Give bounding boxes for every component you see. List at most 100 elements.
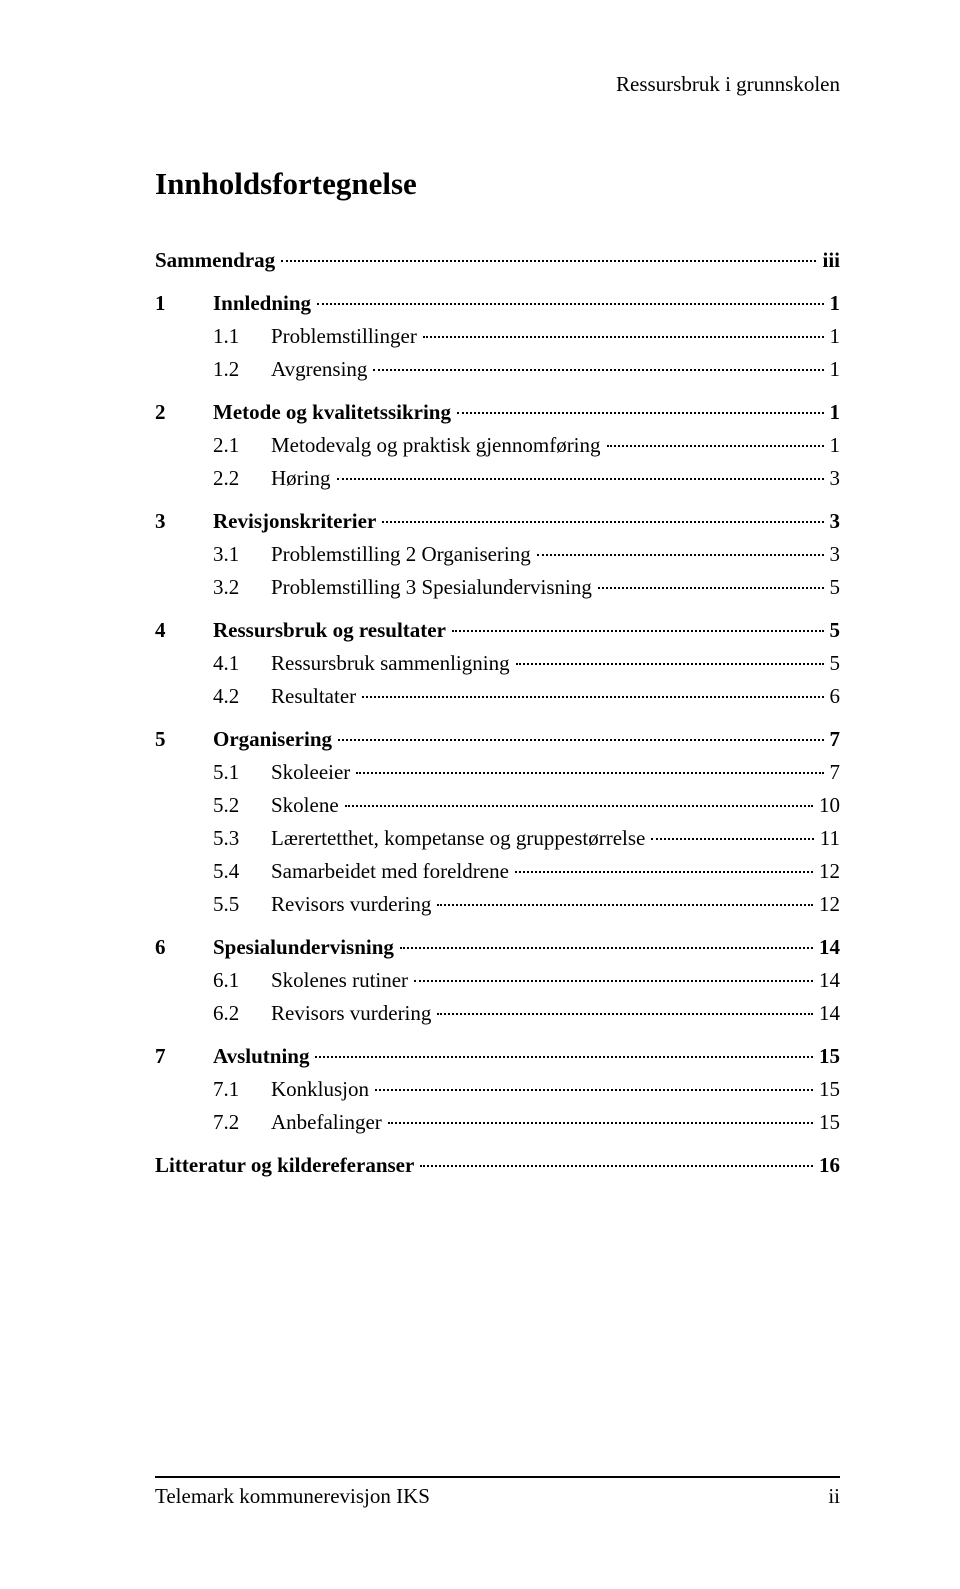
toc-subentry: 1.1Problemstillinger1 (155, 324, 840, 349)
toc-subentry-label: Ressursbruk sammenligning (271, 651, 514, 676)
toc-subentry-label: Revisors vurdering (271, 892, 435, 917)
toc-subentry-number: 5.2 (213, 793, 271, 818)
toc-leader (382, 521, 823, 523)
toc-subentry: 3.1Problemstilling 2 Organisering3 (155, 542, 840, 567)
toc-leader (375, 1089, 813, 1091)
toc-leader (414, 980, 813, 982)
toc-subentry-number: 1.1 (213, 324, 271, 349)
toc-leader (356, 772, 823, 774)
toc-entry-number: 5 (155, 727, 213, 752)
toc-subentry-page: 1 (826, 433, 841, 458)
toc-subentry-page: 11 (816, 826, 840, 851)
footer-rule (155, 1476, 840, 1478)
toc-leader (607, 445, 824, 447)
toc-group: 7Avslutning15 7.1Konklusjon 15 7.2Anbefalin… (155, 1044, 840, 1135)
toc-subentry-page: 1 (826, 357, 841, 382)
page-title: Innholdsfortegnelse (155, 166, 840, 202)
toc-subentry-page: 6 (826, 684, 841, 709)
toc-leader (362, 696, 823, 698)
toc-leader (373, 369, 823, 371)
toc-entry: 7Avslutning15 (155, 1044, 840, 1069)
toc-entry-label: Metode og kvalitetssikring (213, 400, 455, 425)
toc-group: Litteratur og kildereferanser16 (155, 1153, 840, 1178)
toc-subentry-number: 5.5 (213, 892, 271, 917)
toc-group: Sammendrag iii (155, 248, 840, 273)
toc-entry-page: 15 (815, 1044, 840, 1069)
toc-subentry-label: Skoleeier (271, 760, 354, 785)
toc-entry-number: 1 (155, 291, 213, 316)
toc-entry-label: Ressursbruk og resultater (213, 618, 450, 643)
toc-subentry-label: Samarbeidet med foreldrene (271, 859, 513, 884)
toc-leader (388, 1122, 813, 1124)
toc-entry: 1Innledning1 (155, 291, 840, 316)
toc-entry-page: 7 (826, 727, 841, 752)
toc-subentry-number: 4.2 (213, 684, 271, 709)
toc-entry-number: 3 (155, 509, 213, 534)
toc-subentry-page: 3 (826, 466, 841, 491)
toc-subentry-label: Problemstilling 3 Spesialundervisning (271, 575, 596, 600)
toc-group: 2Metode og kvalitetssikring1 2.1Metodeval… (155, 400, 840, 491)
toc-entry: 4Ressursbruk og resultater5 (155, 618, 840, 643)
toc-subentry-page: 15 (815, 1077, 840, 1102)
toc-subentry-page: 5 (826, 575, 841, 600)
toc-entry-label: Innledning (213, 291, 315, 316)
toc-leader (315, 1056, 813, 1058)
toc-subentry: 4.2Resultater6 (155, 684, 840, 709)
toc-leader (598, 587, 824, 589)
toc-group: 6Spesialundervisning146.1Skolenes rutine… (155, 935, 840, 1026)
toc-group: 5Organisering75.1Skoleeier75.2Skolene105… (155, 727, 840, 917)
footer-row: Telemark kommunerevisjon IKS ii (155, 1484, 840, 1509)
toc-subentry-number: 7.2 (213, 1110, 271, 1135)
toc-subentry-label: Høring (271, 466, 335, 491)
toc-leader (281, 260, 816, 262)
toc-subentry-number: 7.1 (213, 1077, 271, 1102)
toc-leader (317, 303, 823, 305)
toc-entry-label: Spesialundervisning (213, 935, 398, 960)
toc-subentry-page: 7 (826, 760, 841, 785)
toc-subentry: 5.5Revisors vurdering 12 (155, 892, 840, 917)
toc-subentry-number: 5.3 (213, 826, 271, 851)
toc-subentry: 5.4Samarbeidet med foreldrene12 (155, 859, 840, 884)
toc-subentry: 6.2Revisors vurdering14 (155, 1001, 840, 1026)
toc-subentry: 5.3Lærertetthet, kompetanse og gruppestø… (155, 826, 840, 851)
toc-entry-label: Sammendrag (155, 248, 279, 273)
toc-subentry-label: Anbefalinger (271, 1110, 386, 1135)
toc-entry-page: 3 (826, 509, 841, 534)
footer-left-text: Telemark kommunerevisjon IKS (155, 1484, 430, 1509)
toc-subentry: 7.2Anbefalinger15 (155, 1110, 840, 1135)
toc-subentry: 2.1Metodevalg og praktisk gjennomføring1 (155, 433, 840, 458)
toc-subentry-label: Skolene (271, 793, 343, 818)
toc-entry-label: Revisjonskriterier (213, 509, 380, 534)
toc-entry-label: Organisering (213, 727, 336, 752)
toc-subentry-page: 12 (815, 892, 840, 917)
toc-subentry-page: 14 (815, 1001, 840, 1026)
toc-leader (337, 478, 824, 480)
toc-subentry-number: 2.1 (213, 433, 271, 458)
toc-entry: 6Spesialundervisning14 (155, 935, 840, 960)
toc-leader (457, 412, 824, 414)
toc-subentry: 1.2Avgrensing 1 (155, 357, 840, 382)
toc-entry-page: 5 (826, 618, 841, 643)
toc-subentry-page: 10 (815, 793, 840, 818)
toc-leader (452, 630, 824, 632)
page: Ressursbruk i grunnskolen Innholdsforteg… (0, 0, 960, 1589)
toc-subentry-number: 3.2 (213, 575, 271, 600)
toc-entry-number: 6 (155, 935, 213, 960)
toc-subentry-page: 14 (815, 968, 840, 993)
toc-leader (515, 871, 813, 873)
toc-subentry-label: Avgrensing (271, 357, 371, 382)
toc-entry-page: iii (818, 248, 840, 273)
toc-subentry-label: Konklusjon (271, 1077, 373, 1102)
toc-subentry-page: 5 (826, 651, 841, 676)
toc-entry: 2Metode og kvalitetssikring1 (155, 400, 840, 425)
toc-subentry-label: Problemstillinger (271, 324, 421, 349)
toc-subentry-label: Skolenes rutiner (271, 968, 412, 993)
toc-leader (651, 838, 813, 840)
toc-subentry-number: 5.1 (213, 760, 271, 785)
toc-subentry-number: 5.4 (213, 859, 271, 884)
toc-subentry: 5.2Skolene 10 (155, 793, 840, 818)
toc-subentry-number: 1.2 (213, 357, 271, 382)
toc-entry: Sammendrag iii (155, 248, 840, 273)
toc-leader (345, 805, 813, 807)
footer-page-number: ii (828, 1484, 840, 1509)
